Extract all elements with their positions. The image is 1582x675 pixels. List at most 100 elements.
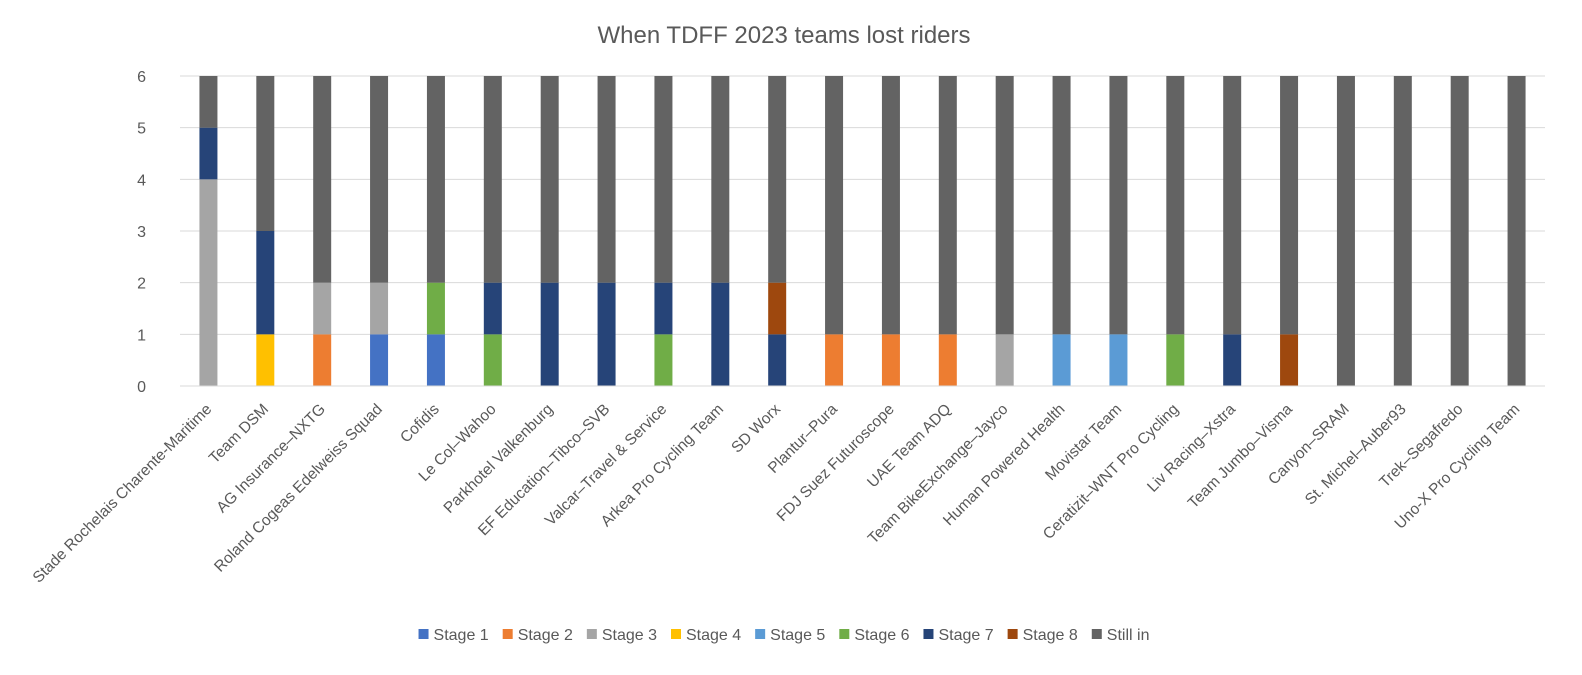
bar-segment: [313, 282, 332, 335]
legend-swatch: [923, 629, 934, 639]
bar-segment: [1166, 76, 1185, 335]
bar-segment: [370, 76, 389, 283]
bar-segment: [199, 76, 218, 128]
bar-segment: [1507, 76, 1526, 386]
bar-segment: [313, 334, 332, 386]
bar-segment: [483, 76, 502, 283]
bar-segment: [654, 334, 673, 386]
bar-segment: [711, 282, 730, 386]
bar-segment: [1336, 76, 1355, 386]
x-tick-label: AG Insurance–NXTG: [213, 401, 329, 517]
bar-segment: [1052, 334, 1071, 386]
legend-item: Stage 3: [586, 627, 657, 644]
legend-label: Stage 7: [938, 627, 993, 644]
y-tick-label: 2: [137, 276, 146, 293]
legend-swatch: [1091, 629, 1102, 639]
legend-label: Stage 5: [770, 627, 825, 644]
bar-segment: [370, 334, 389, 386]
chart-title: When TDFF 2023 teams lost riders: [597, 22, 970, 49]
bar-segment: [540, 282, 559, 386]
y-tick-label: 4: [137, 172, 146, 189]
x-tick-label: Stade Rochelais Charente-Maritime: [30, 401, 216, 587]
bar-segment: [881, 76, 900, 335]
legend-item: Stage 6: [839, 627, 910, 644]
legend-label: Stage 3: [602, 627, 657, 644]
bar-segment: [426, 76, 445, 283]
bar-segment: [1166, 334, 1185, 386]
legend-swatch: [1007, 629, 1018, 639]
legend-swatch: [418, 629, 429, 639]
bar-segment: [1109, 76, 1128, 335]
legend-item: Stage 2: [502, 627, 573, 644]
bar-segment: [1052, 76, 1071, 335]
legend-item: Stage 7: [923, 627, 994, 644]
bar-segment: [825, 334, 844, 386]
bar-segment: [1109, 334, 1128, 386]
legend-label: Stage 1: [434, 627, 489, 644]
bar-segment: [995, 334, 1014, 386]
legend-swatch: [502, 629, 513, 639]
legend-label: Stage 8: [1023, 627, 1078, 644]
legend-item: Stage 5: [755, 627, 825, 644]
bar-segment: [1223, 76, 1242, 335]
legend: Stage 1 Stage 2 Stage 3 Stage 4 Stage 5 Stage…: [418, 627, 1150, 644]
bar-segment: [597, 76, 616, 283]
gridlines: [180, 75, 1545, 335]
bar-segment: [938, 334, 957, 386]
bar-segment: [597, 282, 616, 386]
bar-segment: [711, 76, 730, 283]
y-tick-label: 6: [137, 69, 146, 86]
bar-segment: [1450, 76, 1469, 386]
bar-segment: [825, 76, 844, 335]
legend-swatch: [586, 629, 597, 639]
legend-item: Still in: [1091, 627, 1150, 644]
y-tick-label: 3: [137, 224, 146, 241]
legend-swatch: [755, 629, 766, 639]
legend-label: Stage 4: [686, 627, 741, 644]
bar-segment: [768, 76, 787, 283]
x-tick-label: Cofidis: [397, 401, 443, 447]
legend-label: Stage 6: [854, 627, 909, 644]
legend-swatch: [839, 629, 850, 639]
bar-segment: [426, 334, 445, 386]
bar-segment: [1280, 334, 1299, 386]
bar-segment: [256, 334, 275, 386]
bar-segment: [1280, 76, 1299, 335]
bar-segment: [938, 76, 957, 335]
bar-segment: [768, 334, 787, 386]
bar-segment: [483, 334, 502, 386]
bar-segment: [768, 282, 787, 335]
legend-item: Stage 4: [671, 627, 741, 644]
y-tick-label: 5: [137, 121, 146, 138]
legend-item: Stage 1: [418, 627, 489, 644]
bars: [199, 76, 1526, 386]
bar-segment: [370, 282, 389, 335]
y-tick-label: 0: [137, 379, 146, 396]
x-tick-label: FDJ Suez Futuroscope: [774, 401, 898, 525]
legend-swatch: [671, 629, 681, 639]
bar-segment: [1393, 76, 1412, 386]
x-tick-label: Parkhotel Valkenburg: [441, 401, 557, 517]
bar-segment: [995, 76, 1014, 335]
bar-segment: [313, 76, 332, 283]
x-tick-label: SD Worx: [728, 401, 784, 457]
bar-segment: [881, 334, 900, 386]
bar-segment: [540, 76, 559, 283]
bar-segment: [256, 231, 275, 335]
y-tick-label: 1: [137, 327, 146, 344]
bar-segment: [654, 282, 673, 335]
bar-segment: [199, 179, 218, 386]
bar-segment: [483, 282, 502, 335]
bar-segment: [654, 76, 673, 283]
x-tick-label: Team Jumbo–Visma: [1185, 401, 1296, 512]
legend-label: Stage 2: [518, 627, 573, 644]
bar-segment: [199, 127, 218, 180]
bar-segment: [1223, 334, 1242, 386]
legend-label: Still in: [1107, 627, 1150, 644]
legend-item: Stage 8: [1007, 627, 1078, 644]
y-axis-tick-labels: 0 1 2 3 4 5 6: [137, 69, 146, 396]
bar-segment: [426, 282, 445, 335]
